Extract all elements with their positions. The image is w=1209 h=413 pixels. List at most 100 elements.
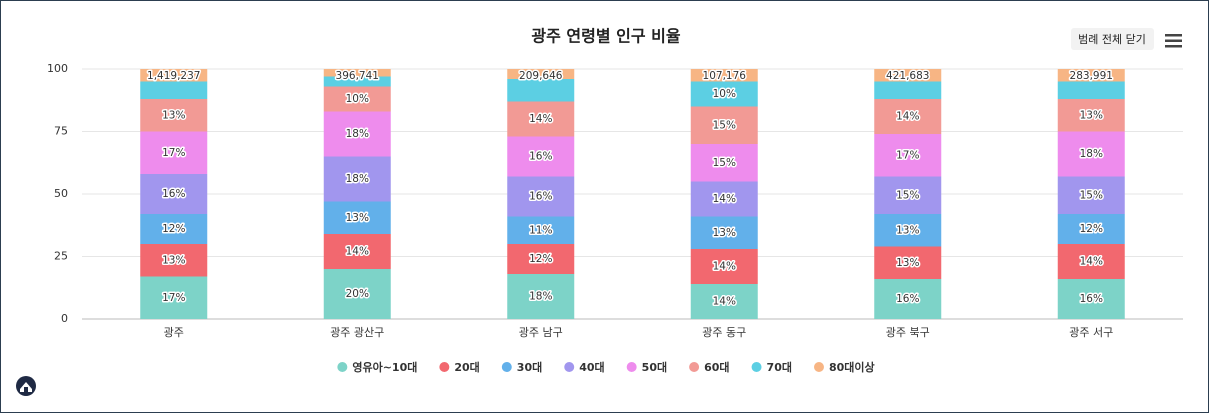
- data-label: 13%: [162, 254, 185, 266]
- legend-label: 80대이상: [829, 360, 875, 374]
- legend-label: 70대: [767, 360, 792, 374]
- data-label: 18%: [346, 173, 369, 185]
- bar-segment: [323, 201, 391, 234]
- legend-marker: [439, 362, 450, 372]
- x-tick-label: 광주 광산구: [330, 326, 384, 339]
- total-label: 1,419,237: [147, 70, 200, 82]
- bar-segment: [1057, 131, 1125, 177]
- chart-title: 광주 연령별 인구 비율: [531, 27, 680, 46]
- bar-segment: [690, 106, 758, 144]
- bar-segment: [323, 156, 391, 202]
- bar-segment: [874, 279, 942, 319]
- data-label: 15%: [1080, 189, 1103, 201]
- data-label: 14%: [713, 296, 736, 308]
- data-label: 10%: [713, 88, 736, 100]
- bar-segment: [323, 76, 391, 87]
- bar-segment: [690, 249, 758, 284]
- data-label: 16%: [162, 188, 185, 200]
- data-label: 14%: [713, 261, 736, 273]
- legend-label: 60대: [704, 360, 729, 374]
- bar-segment: [507, 176, 575, 217]
- bar-segment: [1057, 81, 1125, 99]
- bar-segment: [140, 69, 208, 82]
- total-label: 396,741: [336, 70, 379, 82]
- x-tick-label: 광주 남구: [519, 326, 563, 339]
- data-label: 15%: [713, 157, 736, 169]
- data-label: 12%: [162, 223, 185, 235]
- data-label: 16%: [529, 151, 552, 163]
- data-label: 16%: [529, 191, 552, 203]
- data-label: 16%: [896, 293, 919, 305]
- legend-marker: [564, 362, 575, 372]
- y-tick-label: 50: [54, 187, 68, 200]
- bar-segment: [1057, 99, 1125, 132]
- data-label: 14%: [346, 246, 369, 258]
- data-label: 11%: [529, 224, 552, 236]
- bar-segment: [507, 136, 575, 177]
- legend-marker: [337, 362, 348, 372]
- bar-segment: [507, 101, 575, 137]
- data-label: 15%: [896, 189, 919, 201]
- x-tick-label: 광주 서구: [1069, 326, 1113, 339]
- data-label: 13%: [162, 109, 185, 121]
- bar-segment: [1057, 176, 1125, 214]
- legend-toggle-label[interactable]: 범례 전체 닫기: [1078, 33, 1146, 46]
- bar-segment: [507, 79, 575, 102]
- bar-segment: [690, 69, 758, 82]
- data-label: 14%: [896, 111, 919, 123]
- total-label: 421,683: [886, 70, 929, 82]
- bar-segment: [690, 216, 758, 249]
- bar-segment: [507, 244, 575, 274]
- bar-segment: [140, 174, 208, 214]
- total-label: 209,646: [519, 70, 563, 82]
- data-label: 13%: [896, 224, 919, 236]
- data-label: 20%: [346, 288, 369, 300]
- data-label: 17%: [162, 292, 185, 304]
- bar-segment: [140, 214, 208, 244]
- data-label: 17%: [896, 149, 919, 161]
- data-label: 17%: [162, 147, 185, 159]
- legend-marker: [501, 362, 512, 372]
- logo: [16, 376, 36, 396]
- total-label: 283,991: [1070, 70, 1113, 82]
- bar-segment: [874, 246, 942, 279]
- data-label: 18%: [346, 128, 369, 140]
- bar-segment: [690, 81, 758, 107]
- bar-segment: [1057, 69, 1125, 82]
- bar-segment: [323, 234, 391, 269]
- bar-segment: [140, 276, 208, 319]
- data-label: 12%: [529, 253, 552, 265]
- bar-segment: [874, 99, 942, 134]
- legend-marker: [813, 362, 824, 372]
- bar-segment: [1057, 279, 1125, 319]
- x-tick-label: 광주 북구: [886, 326, 930, 339]
- y-tick-label: 100: [47, 62, 68, 75]
- legend-marker: [626, 362, 637, 372]
- bar-segment: [507, 274, 575, 319]
- legend-label: 영유아~10대: [352, 360, 417, 374]
- legend-toggle[interactable]: [1071, 28, 1154, 50]
- data-label: 18%: [529, 291, 552, 303]
- bar-segment: [323, 269, 391, 319]
- bar-segment: [140, 99, 208, 132]
- bar-segment: [507, 69, 575, 79]
- bar-segment: [140, 81, 208, 99]
- y-tick-label: 25: [54, 250, 68, 263]
- data-label: 13%: [896, 257, 919, 269]
- data-label: 10%: [346, 93, 369, 105]
- bar-segment: [507, 216, 575, 244]
- bar-segment: [140, 244, 208, 277]
- bar-segment: [1057, 244, 1125, 279]
- x-tick-label: 광주 동구: [702, 326, 746, 339]
- menu-icon[interactable]: [1165, 34, 1182, 48]
- legend-label: 30대: [517, 360, 542, 374]
- data-label: 18%: [1080, 148, 1103, 160]
- bar-segment: [140, 131, 208, 174]
- y-tick-label: 0: [61, 312, 68, 325]
- data-label: 16%: [1080, 293, 1103, 305]
- y-tick-label: 75: [54, 125, 68, 138]
- legend-marker: [689, 362, 700, 372]
- data-label: 13%: [713, 227, 736, 239]
